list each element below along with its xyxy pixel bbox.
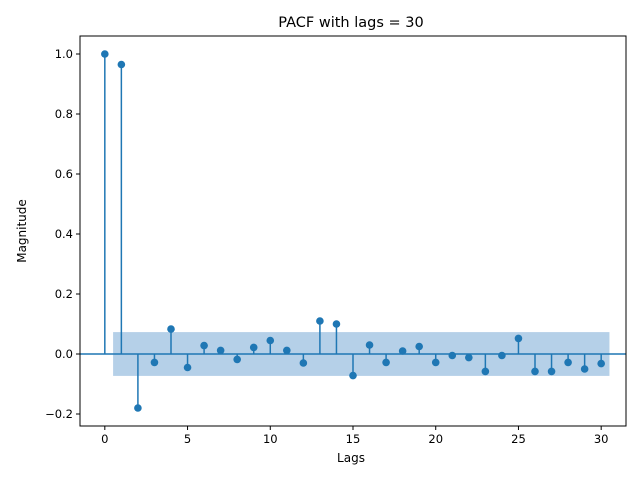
y-tick-label: 0.2 (55, 287, 73, 301)
chart-title: PACF with lags = 30 (278, 15, 423, 31)
data-point (200, 341, 208, 350)
x-tick-label: 5 (184, 432, 191, 446)
data-point (415, 342, 423, 351)
y-axis-label: Magnitude (15, 199, 29, 263)
data-point (283, 346, 291, 355)
data-point (365, 341, 374, 349)
x-tick-label: 25 (511, 432, 526, 446)
x-axis-ticks: 0 5 10 15 20 25 30 (101, 426, 609, 446)
y-tick-label: 0.6 (55, 167, 73, 181)
x-tick-label: 20 (428, 432, 443, 446)
data-point (498, 351, 506, 360)
data-point (150, 358, 159, 367)
x-tick-label: 15 (346, 432, 361, 446)
data-point (448, 351, 457, 360)
data-point (547, 367, 556, 376)
x-tick-label: 0 (101, 432, 108, 446)
data-point (564, 358, 572, 367)
data-point (316, 317, 324, 325)
y-axis-ticks: −0.2 0.0 0.2 0.4 0.6 0.8 1.0 (45, 47, 80, 421)
data-point (398, 347, 407, 355)
data-point (382, 358, 390, 367)
data-point (249, 343, 258, 352)
data-point (431, 358, 440, 367)
data-point (531, 367, 539, 376)
data-point (332, 320, 341, 328)
marker-layer (101, 50, 605, 412)
data-point (465, 353, 473, 362)
y-tick-label: −0.2 (45, 407, 73, 421)
data-point (349, 371, 357, 380)
data-point (597, 359, 605, 368)
x-tick-label: 10 (263, 432, 278, 446)
x-axis-label: Lags (337, 451, 365, 465)
data-point (580, 365, 589, 373)
y-tick-label: 0.0 (55, 347, 73, 361)
data-point (481, 367, 490, 376)
data-point (233, 355, 241, 364)
data-point (167, 325, 175, 333)
x-tick-label: 30 (594, 432, 609, 446)
data-point (514, 334, 523, 343)
y-tick-label: 0.8 (55, 107, 73, 121)
data-point (134, 404, 142, 412)
data-point (101, 50, 109, 58)
y-tick-label: 0.4 (55, 227, 73, 241)
data-point (299, 359, 308, 367)
data-point (216, 346, 225, 355)
data-point (183, 363, 192, 372)
y-tick-label: 1.0 (55, 47, 73, 61)
data-point (266, 336, 275, 345)
data-point (117, 60, 126, 69)
